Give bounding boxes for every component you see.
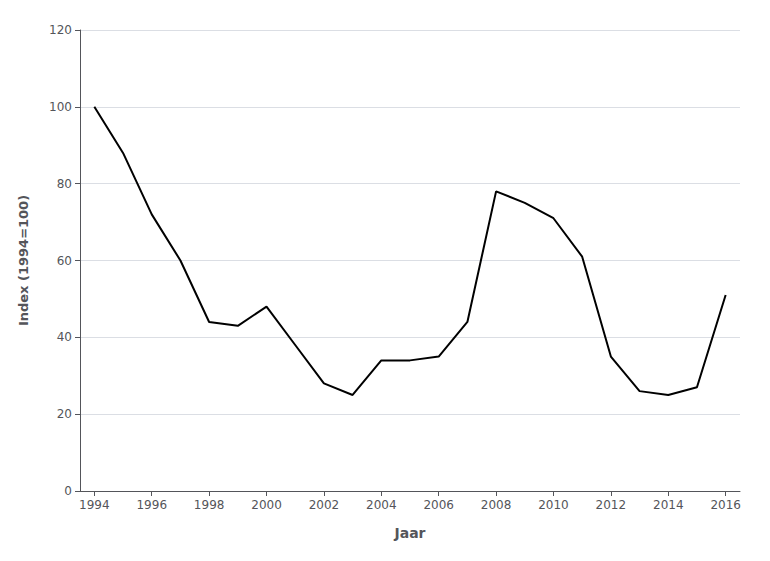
svg-text:1994: 1994 — [79, 498, 110, 512]
svg-text:2010: 2010 — [538, 498, 569, 512]
svg-text:2012: 2012 — [596, 498, 627, 512]
svg-text:Jaar: Jaar — [393, 525, 425, 541]
svg-text:Index (1994=100): Index (1994=100) — [16, 195, 31, 326]
svg-text:80: 80 — [57, 177, 72, 191]
svg-text:2002: 2002 — [309, 498, 340, 512]
svg-text:2000: 2000 — [251, 498, 282, 512]
svg-text:60: 60 — [57, 254, 72, 268]
svg-text:1996: 1996 — [136, 498, 167, 512]
svg-text:2008: 2008 — [481, 498, 512, 512]
svg-text:0: 0 — [64, 484, 72, 498]
svg-text:40: 40 — [57, 330, 72, 344]
svg-text:2014: 2014 — [653, 498, 684, 512]
svg-text:100: 100 — [49, 100, 72, 114]
svg-text:20: 20 — [57, 407, 72, 421]
svg-text:2016: 2016 — [710, 498, 741, 512]
svg-text:1998: 1998 — [194, 498, 225, 512]
svg-text:2004: 2004 — [366, 498, 397, 512]
svg-text:120: 120 — [49, 23, 72, 37]
svg-text:2006: 2006 — [423, 498, 454, 512]
